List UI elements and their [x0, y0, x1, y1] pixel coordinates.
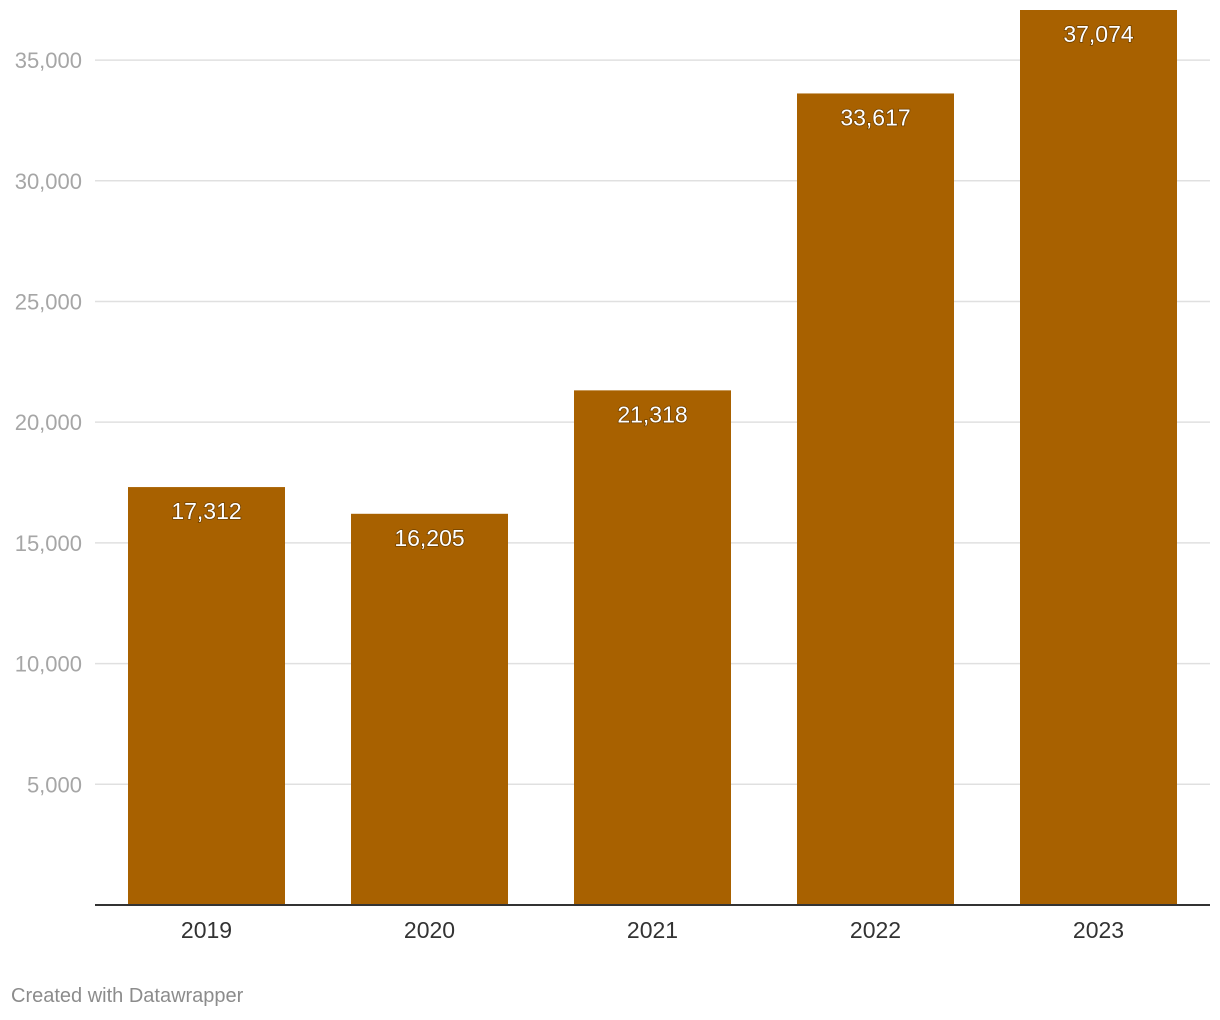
- y-tick-label: 15,000: [15, 531, 82, 556]
- category-label-2021: 2021: [627, 917, 678, 943]
- value-label-2022: 33,617: [840, 104, 910, 130]
- bar-2022: [797, 93, 954, 905]
- x-axis-category-labels: 2019 2020 2021 2022 2023: [181, 917, 1124, 943]
- value-label-2020: 16,205: [394, 525, 464, 551]
- category-label-2019: 2019: [181, 917, 232, 943]
- bar-2023: [1020, 10, 1177, 905]
- category-label-2023: 2023: [1073, 917, 1124, 943]
- y-tick-label: 30,000: [15, 169, 82, 194]
- category-label-2022: 2022: [850, 917, 901, 943]
- credit-text: Created with Datawrapper: [11, 985, 244, 1007]
- bar-chart: 5,000 10,000 15,000 20,000 25,000 30,000 35,00…: [15, 10, 1210, 943]
- y-tick-label: 20,000: [15, 410, 82, 435]
- y-tick-label: 5,000: [27, 772, 82, 797]
- bar-2019: [128, 487, 285, 905]
- y-tick-label: 25,000: [15, 289, 82, 314]
- value-label-2021: 21,318: [617, 401, 687, 427]
- value-label-2019: 17,312: [171, 498, 241, 524]
- value-label-2023: 37,074: [1063, 21, 1134, 47]
- value-labels: 17,312 16,205 21,318 33,617 37,074: [171, 20, 1135, 551]
- y-tick-label: 10,000: [15, 652, 82, 677]
- bars: [128, 10, 1177, 905]
- category-label-2020: 2020: [404, 917, 455, 943]
- y-axis-tick-labels: 5,000 10,000 15,000 20,000 25,000 30,000 35,00…: [15, 48, 82, 797]
- bar-2020: [351, 513, 508, 905]
- y-tick-label: 35,000: [15, 48, 82, 73]
- bar-2021: [574, 390, 731, 905]
